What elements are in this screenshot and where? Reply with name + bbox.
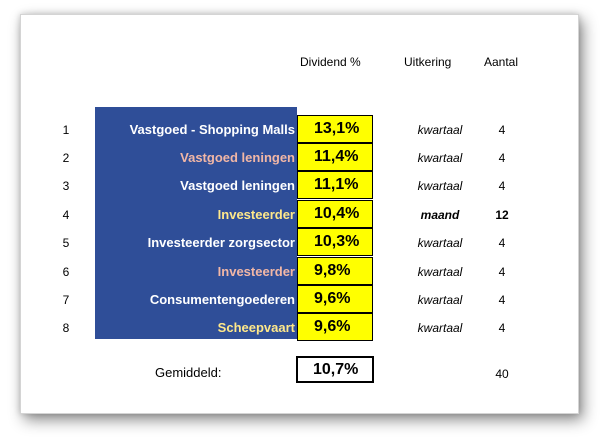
row-fund-name: Investeerder <box>217 264 295 279</box>
row-dividend-pct: 9,6% <box>297 285 373 313</box>
row-dividend-pct: 10,4% <box>297 200 373 228</box>
row-payout: kwartaal <box>417 265 463 279</box>
header-count: Aantal <box>484 55 519 69</box>
row-payout: kwartaal <box>417 293 463 307</box>
row-payout: kwartaal <box>417 321 463 335</box>
row-count: 4 <box>498 236 506 250</box>
row-rank: 8 <box>62 321 70 335</box>
average-dividend-box: 10,7% <box>296 356 374 383</box>
row-rank: 3 <box>62 179 70 193</box>
row-payout: kwartaal <box>417 179 463 193</box>
row-payout: kwartaal <box>417 123 463 137</box>
row-fund-name: Investeerder zorgsector <box>147 235 295 250</box>
row-fund-name: Vastgoed - Shopping Malls <box>129 122 295 137</box>
row-rank: 6 <box>62 265 70 279</box>
row-count: 4 <box>498 179 506 193</box>
row-count: 4 <box>498 123 506 137</box>
row-count: 4 <box>498 321 506 335</box>
row-rank: 4 <box>62 208 70 222</box>
row-rank: 1 <box>62 123 70 137</box>
row-payout: kwartaal <box>417 236 463 250</box>
row-rank: 2 <box>62 151 70 165</box>
row-count: 4 <box>498 265 506 279</box>
row-count: 4 <box>498 293 506 307</box>
row-dividend-pct: 11,4% <box>297 143 373 171</box>
header-payout: Uitkering <box>404 55 452 69</box>
row-count: 12 <box>495 208 509 222</box>
row-dividend-pct: 13,1% <box>297 115 373 143</box>
row-dividend-pct: 10,3% <box>297 228 373 256</box>
row-rank: 7 <box>62 293 70 307</box>
row-fund-name: Vastgoed leningen <box>180 178 295 193</box>
row-fund-name: Investeerder <box>217 207 295 222</box>
average-label: Gemiddeld: <box>155 365 222 380</box>
row-payout: kwartaal <box>417 151 463 165</box>
row-dividend-pct: 9,8% <box>297 257 373 285</box>
row-fund-name: Scheepvaart <box>217 320 295 335</box>
row-dividend-pct: 11,1% <box>297 171 373 199</box>
row-fund-name: Consumentengoederen <box>149 292 295 307</box>
row-count: 4 <box>498 151 506 165</box>
row-payout: maand <box>420 208 460 222</box>
header-dividend: Dividend % <box>300 55 361 69</box>
row-fund-name: Vastgoed leningen <box>180 150 295 165</box>
fund-name-panel <box>95 107 297 339</box>
total-count: 40 <box>495 367 509 381</box>
row-rank: 5 <box>62 236 70 250</box>
row-dividend-pct: 9,6% <box>297 313 373 341</box>
